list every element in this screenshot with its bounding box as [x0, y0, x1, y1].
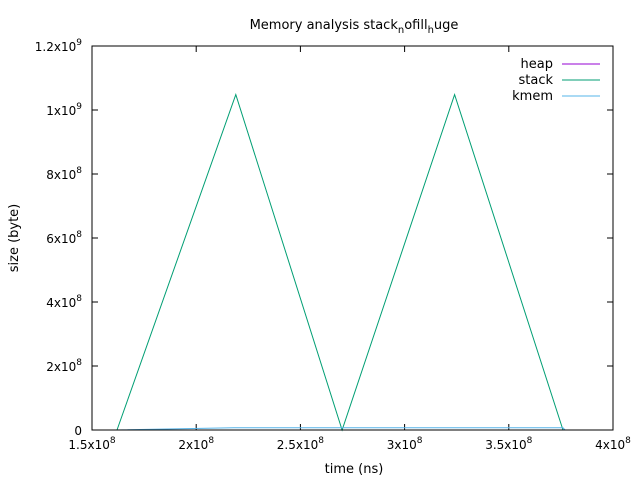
- x-tick-label: 3.5x108: [485, 436, 532, 452]
- chart-title: Memory analysis stacknofillhuge: [250, 18, 459, 36]
- chart-title-part: Memory analysis stack: [250, 18, 399, 33]
- series-line-stack: [116, 93, 564, 432]
- axis-ticks: 1.5x108 2x108 2.5x108 3x108 3.5x108 4x108 0 2x1…: [35, 38, 631, 452]
- legend-label-heap: heap: [521, 57, 553, 72]
- chart-title-part: h: [428, 25, 434, 36]
- x-tick-label: 2.5x108: [277, 436, 324, 452]
- y-tick-label: 8x108: [46, 166, 82, 182]
- y-tick-label: 1.2x109: [35, 38, 82, 54]
- y-tick-label: 6x108: [46, 230, 82, 246]
- x-tick-label: 1.5x108: [68, 436, 115, 452]
- chart-title-part: uge: [434, 18, 459, 33]
- y-tick-label: 2x108: [46, 358, 82, 374]
- series-lines: [116, 93, 566, 432]
- legend-label-stack: stack: [518, 73, 553, 88]
- x-tick-label: 2x108: [178, 436, 214, 452]
- y-tick-label: 4x108: [46, 294, 82, 310]
- series-line-kmem: [116, 427, 566, 431]
- x-axis-label: time (ns): [325, 462, 384, 477]
- chart-title-part: n: [398, 25, 404, 36]
- x-tick-label: 4x108: [595, 436, 631, 452]
- plot-frame: [91, 45, 614, 431]
- legend-label-kmem: kmem: [512, 89, 553, 104]
- chart-title-part: ofill: [404, 18, 427, 33]
- x-tick-label: 3x108: [387, 436, 423, 452]
- y-tick-label: 0: [74, 424, 82, 438]
- y-tick-label: 1x109: [46, 102, 82, 118]
- y-axis-label: size (byte): [7, 204, 22, 273]
